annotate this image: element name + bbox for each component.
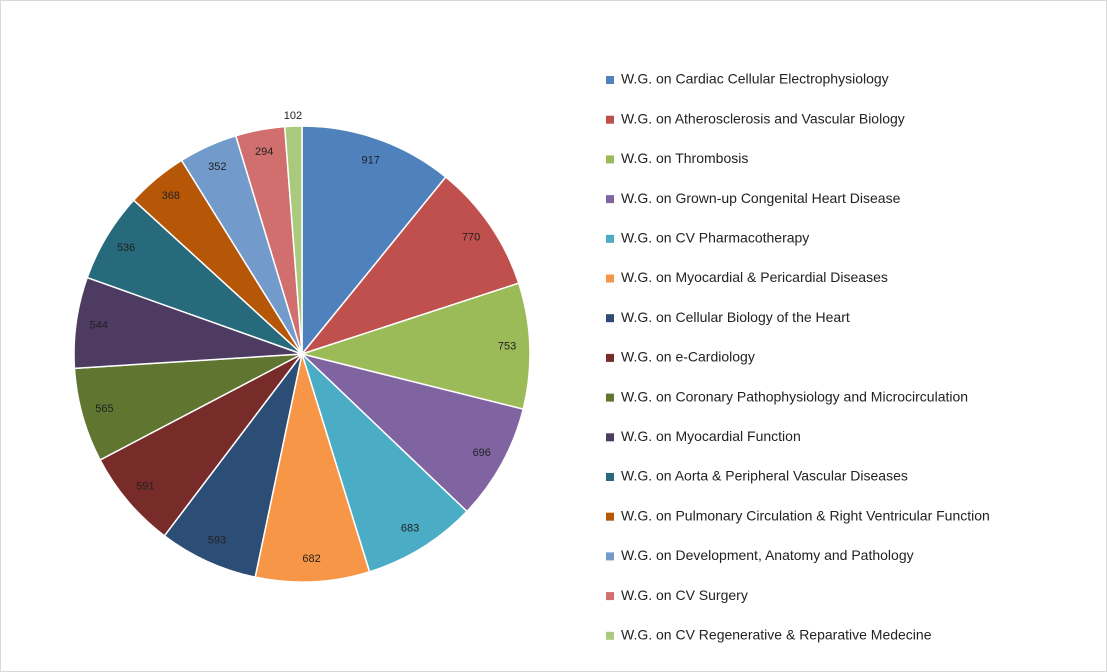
legend-label: W.G. on Cardiac Cellular Electrophysiolo…: [621, 71, 889, 87]
pie-slice: [300, 351, 468, 573]
legend-swatch: [606, 433, 614, 442]
legend-label: W.G. on Development, Anatomy and Patholo…: [621, 547, 914, 563]
legend-label: W.G. on CV Regenerative & Reparative Med…: [621, 627, 932, 643]
data-label: 102: [284, 110, 302, 122]
legend-label: W.G. on Pulmonary Circulation & Right Ve…: [621, 507, 990, 523]
legend-label: W.G. on Atherosclerosis and Vascular Bio…: [621, 110, 905, 126]
legend-label: W.G. on Coronary Pathophysiology and Mic…: [621, 388, 968, 404]
legend-swatch: [606, 76, 614, 84]
data-label: 683: [401, 522, 419, 534]
legend-swatch: [606, 115, 614, 124]
pie-slice: [254, 351, 371, 583]
legend-swatch: [606, 552, 614, 561]
data-label: 917: [361, 155, 379, 167]
data-label: 565: [95, 403, 113, 415]
data-label: 352: [208, 161, 226, 173]
legend-label: W.G. on Myocardial Function: [621, 428, 801, 444]
pie-slice: [299, 352, 525, 513]
legend-swatch: [606, 592, 614, 601]
legend-swatch: [606, 393, 614, 402]
legend-label: W.G. on CV Surgery: [621, 587, 748, 603]
data-label: 696: [473, 447, 491, 459]
legend-label: W.G. on CV Pharmacotherapy: [621, 230, 809, 246]
data-label: 591: [136, 481, 154, 493]
legend-label: W.G. on Cellular Biology of the Heart: [621, 309, 850, 325]
legend-swatch: [606, 473, 614, 481]
data-label: 682: [302, 553, 320, 565]
legend-label: W.G. on Grown-up Congenital Heart Diseas…: [621, 190, 901, 206]
legend-label: W.G. on e-Cardiology: [621, 349, 755, 365]
legend-swatch: [606, 274, 614, 283]
data-label: 368: [162, 190, 180, 202]
legend-swatch: [606, 512, 614, 521]
data-label: 770: [462, 232, 480, 244]
legend-swatch: [606, 314, 614, 323]
data-label: 536: [117, 242, 135, 254]
legend-swatch: [606, 631, 614, 640]
legend-swatch: [606, 195, 614, 204]
pie-slice: [299, 282, 531, 411]
pie-slice: [283, 125, 303, 355]
legend-label: W.G. on Myocardial & Pericardial Disease…: [621, 269, 888, 285]
legend-swatch: [606, 155, 614, 164]
legend-label: W.G. on Aorta & Peripheral Vascular Dise…: [621, 468, 908, 484]
pie-slice: [299, 175, 520, 356]
data-label: 753: [498, 341, 516, 353]
legend-swatch: [606, 234, 614, 243]
data-label: 294: [255, 146, 273, 158]
data-label: 593: [208, 535, 226, 547]
legend-label: W.G. on Thrombosis: [621, 150, 748, 166]
pie-slice: [301, 125, 447, 357]
data-label: 544: [90, 319, 108, 331]
legend-swatch: [606, 353, 614, 362]
